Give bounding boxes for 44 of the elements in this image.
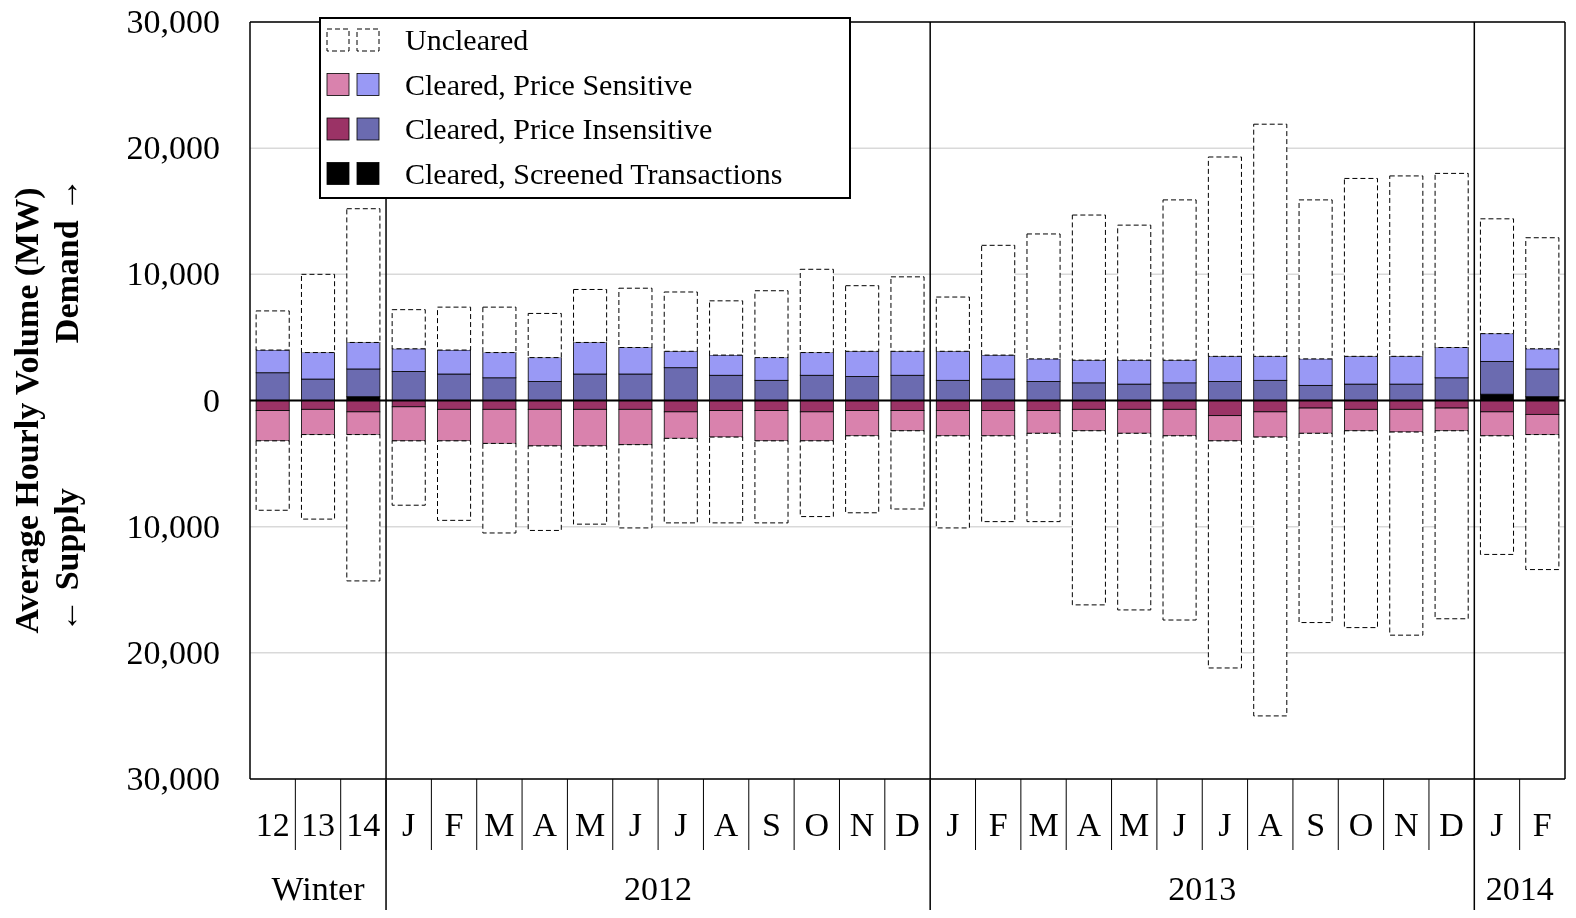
x-tick-label: J (628, 806, 643, 843)
text: 2012 (624, 870, 693, 907)
x-tick-label: J (1218, 806, 1232, 843)
x-tick-label: J (674, 806, 688, 843)
x-tick-label: M (574, 806, 606, 843)
x-tick-label: J (946, 806, 960, 843)
y-tick-label: 10,000 (126, 507, 220, 545)
y-tick-label: 20,000 (126, 633, 220, 671)
text: 2014 (1485, 870, 1554, 907)
x-tick-label: N (1394, 806, 1419, 843)
legend-label: Cleared, Price Sensitive (405, 67, 693, 101)
x-tick-label: D (1439, 806, 1464, 843)
legend-label: Cleared, Screened Transactions (405, 156, 783, 190)
x-tick-label: J (402, 806, 416, 843)
x-tick-label: D (895, 806, 920, 843)
x-tick-label: M (1119, 806, 1150, 843)
x-tick-label: 12 (255, 806, 290, 843)
legend-label: Uncleared (405, 23, 529, 56)
x-tick-label: A (1257, 806, 1283, 843)
x-tick-label: A (713, 806, 739, 843)
legend-label: Cleared, Price Insensitive (405, 112, 713, 145)
x-tick-label: S (1306, 806, 1326, 843)
x-tick-label: F (444, 806, 464, 843)
text: Winter (271, 870, 366, 907)
x-tick-label: J (1490, 806, 1504, 843)
y-tick-label: 30,000 (126, 3, 220, 40)
y-tick-label: 10,000 (126, 255, 220, 293)
y-tick-label: 30,000 (126, 760, 220, 797)
x-tick-label: 14 (346, 806, 381, 843)
y-tick-label: 20,000 (126, 129, 220, 167)
x-tick-label: A (1076, 806, 1102, 843)
x-tick-label: M (484, 806, 515, 843)
y-tick-label: 0 (203, 381, 220, 419)
x-tick-label: O (804, 806, 830, 843)
x-tick-label: A (532, 806, 558, 843)
x-tick-label: F (988, 806, 1008, 843)
text: 2013 (1168, 870, 1237, 907)
x-tick-label: S (762, 806, 781, 843)
x-tick-label: F (1532, 806, 1552, 843)
x-tick-label: 13 (301, 806, 336, 843)
x-tick-label: M (1028, 806, 1059, 843)
x-tick-label: N (849, 806, 875, 843)
x-tick-label: J (1172, 806, 1187, 843)
x-tick-label: O (1348, 806, 1374, 843)
